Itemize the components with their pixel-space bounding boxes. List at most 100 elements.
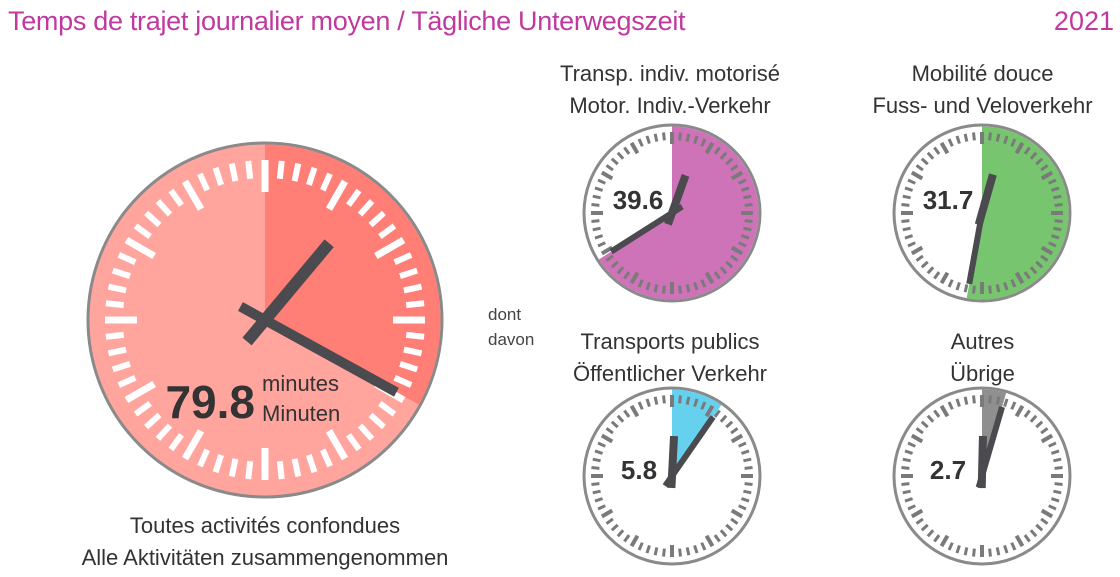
major-tick [600,433,614,444]
major-tick [1040,170,1054,181]
minor-tick [988,132,992,141]
main-caption-de: Alle Aktivitäten zusammengenommen [81,545,449,570]
minor-tick [926,151,935,160]
major-tick [629,141,640,155]
minor-tick [904,497,914,503]
minor-tick [594,497,604,503]
minor-tick [730,427,739,435]
minor-tick [988,285,992,294]
minor-tick [591,482,600,486]
major-tick [1014,271,1025,285]
major-tick [325,179,349,211]
minor-tick [1050,234,1060,240]
minor-tick [653,547,659,556]
minor-tick [605,164,614,172]
minor-tick [1054,219,1063,223]
clock-title-public: Transports publics Öffentlicher Verkehr [540,326,800,390]
minor-tick [610,420,619,429]
major-tick [704,141,715,155]
minor-tick [904,234,914,240]
minor-tick [1010,138,1017,147]
clock-title-other-fr: Autres [950,329,1015,354]
major-tick [939,271,950,285]
minor-tick [904,186,914,192]
minor-tick [597,178,606,185]
hour-hand [664,174,690,226]
minor-tick [947,542,954,551]
minor-tick [597,504,606,511]
major-tick [629,271,640,285]
minor-tick [740,449,750,455]
minor-tick [1035,157,1044,166]
minor-tick [591,466,600,470]
minor-tick [1048,178,1057,185]
major-tick [1040,508,1054,519]
minor-tick [933,409,941,418]
minor-tick [719,529,728,538]
minor-tick [693,398,699,408]
minor-tick [901,219,910,223]
minor-tick [623,409,631,418]
minor-tick [133,223,152,239]
minor-tick [1035,260,1044,269]
minor-tick [947,401,954,410]
minor-tick [662,285,666,294]
minor-tick [725,420,734,429]
clock-2: 31.7 [892,123,1072,303]
major-tick [374,236,406,260]
minor-tick [901,203,910,207]
minor-tick [744,466,753,470]
major-tick [730,433,744,444]
minor-tick [1053,194,1062,200]
minor-tick [963,396,969,405]
minor-tick [168,188,184,207]
minor-tick [653,284,659,293]
minor-tick [645,398,651,408]
minor-tick [403,283,423,294]
minor-tick [902,194,911,200]
minor-tick [719,151,728,160]
minor-tick [901,482,910,486]
value-label: 2.7 [930,455,966,485]
minor-tick [700,401,707,410]
connector-fr: dont [488,305,522,324]
minor-tick [1050,186,1060,192]
minor-tick [933,271,941,280]
minor-tick [306,166,318,186]
minor-tick [144,412,162,430]
minor-tick [592,226,601,232]
minor-tick [915,254,924,262]
minor-tick [743,226,752,232]
minor-tick [368,412,386,430]
minor-tick [1010,279,1017,288]
minor-tick [700,279,707,288]
minor-tick [1010,542,1017,551]
unit-label-de: Minuten [262,401,340,426]
minor-tick [730,254,739,262]
minor-tick [1035,420,1044,429]
minor-tick [1029,529,1038,538]
minor-tick [972,548,976,557]
major-tick [1040,433,1054,444]
minor-tick [1040,517,1049,525]
minor-tick [291,458,302,478]
minor-tick [662,395,666,404]
minor-tick [591,203,600,207]
minor-tick [1054,466,1063,470]
minor-tick [744,203,753,207]
minor-tick [245,460,254,480]
minor-tick [972,132,976,141]
clock-title-public-de: Öffentlicher Verkehr [572,361,768,386]
minor-tick [197,448,210,468]
minor-tick [915,517,924,525]
minor-tick [738,178,747,185]
major-tick [124,380,156,404]
minor-tick [963,547,969,556]
major-tick [910,508,924,519]
major-tick [939,141,950,155]
minor-tick [926,414,935,423]
minor-tick [738,504,747,511]
major-tick [704,404,715,418]
major-tick [1040,245,1054,256]
